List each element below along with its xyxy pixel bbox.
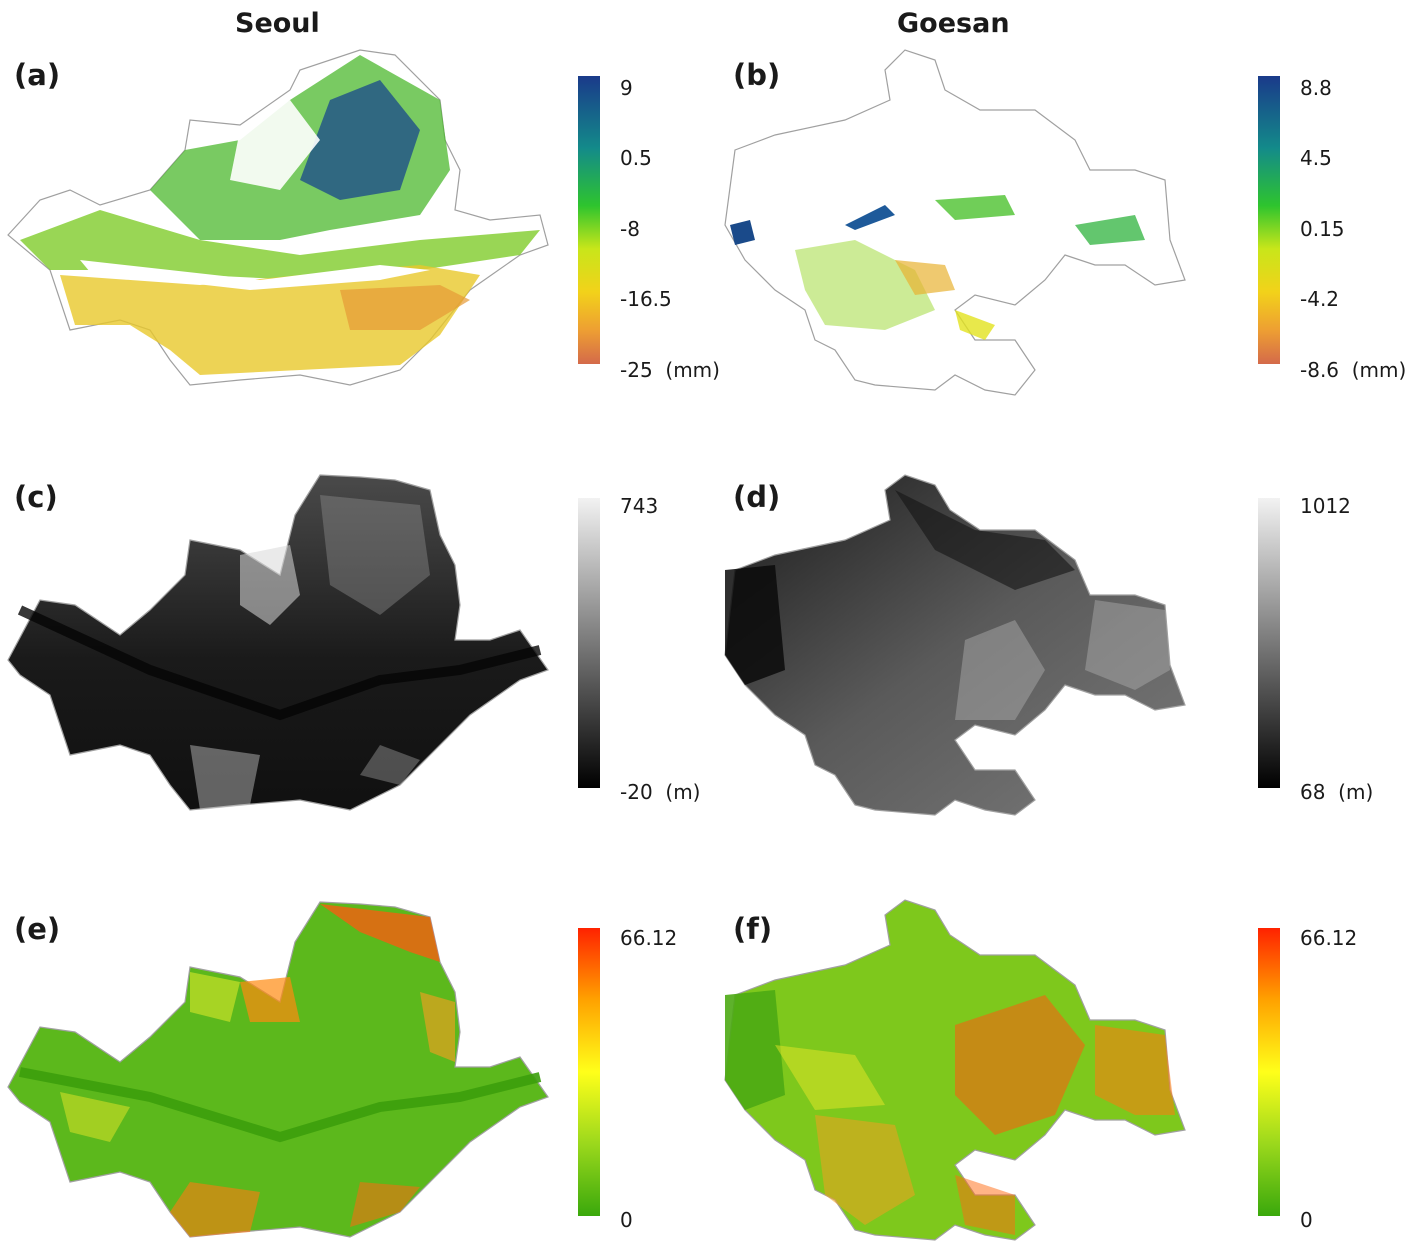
colorbar-f-tick-max: 66.12: [1300, 926, 1358, 950]
colorbar-b-tick-2: 4.5: [1300, 146, 1332, 170]
goesan-slope-map: [724, 899, 1186, 1241]
panel-label-d: (d): [733, 480, 781, 514]
colorbar-b-tick-min: -8.6 (mm): [1300, 358, 1407, 382]
panel-label-f: (f): [733, 912, 773, 946]
colorbar-f: [1258, 928, 1280, 1216]
colorbar-e-tick-max: 66.12: [620, 926, 678, 950]
colorbar-a: [578, 76, 600, 364]
seoul-displacement-map: [7, 49, 549, 386]
colorbar-c-tick-min: -20 (m): [620, 780, 701, 804]
goesan-displacement-map: [724, 49, 1186, 396]
colorbar-e: [578, 928, 600, 1216]
colorbar-c-tick-max: 743: [620, 494, 659, 518]
colorbar-a-tick-2: 0.5: [620, 146, 652, 170]
colorbar-b: [1258, 76, 1280, 364]
panel-label-e: (e): [14, 912, 61, 946]
colorbar-d-tick-max: 1012: [1300, 494, 1351, 518]
colorbar-a-tick-3: -8: [620, 217, 640, 241]
colorbar-e-tick-min: 0: [620, 1208, 633, 1232]
seoul-slope-map: [7, 901, 549, 1238]
colorbar-d-tick-min: 68 (m): [1300, 780, 1374, 804]
column-title-goesan: Goesan: [897, 8, 1010, 39]
panel-label-c: (c): [14, 480, 58, 514]
panel-label-b: (b): [733, 58, 781, 92]
colorbar-b-tick-4: -4.2: [1300, 287, 1340, 311]
colorbar-d: [1258, 498, 1280, 788]
colorbar-b-tick-3: 0.15: [1300, 217, 1345, 241]
colorbar-b-tick-max: 8.8: [1300, 76, 1332, 100]
seoul-elevation-map: [7, 474, 549, 811]
colorbar-f-tick-min: 0: [1300, 1208, 1313, 1232]
colorbar-c: [578, 498, 600, 788]
panel-label-a: (a): [14, 58, 61, 92]
goesan-elevation-map: [724, 474, 1186, 816]
column-title-seoul: Seoul: [235, 8, 320, 39]
colorbar-a-tick-max: 9: [620, 76, 633, 100]
colorbar-a-tick-min: -25 (mm): [620, 358, 720, 382]
colorbar-a-tick-4: -16.5: [620, 287, 672, 311]
